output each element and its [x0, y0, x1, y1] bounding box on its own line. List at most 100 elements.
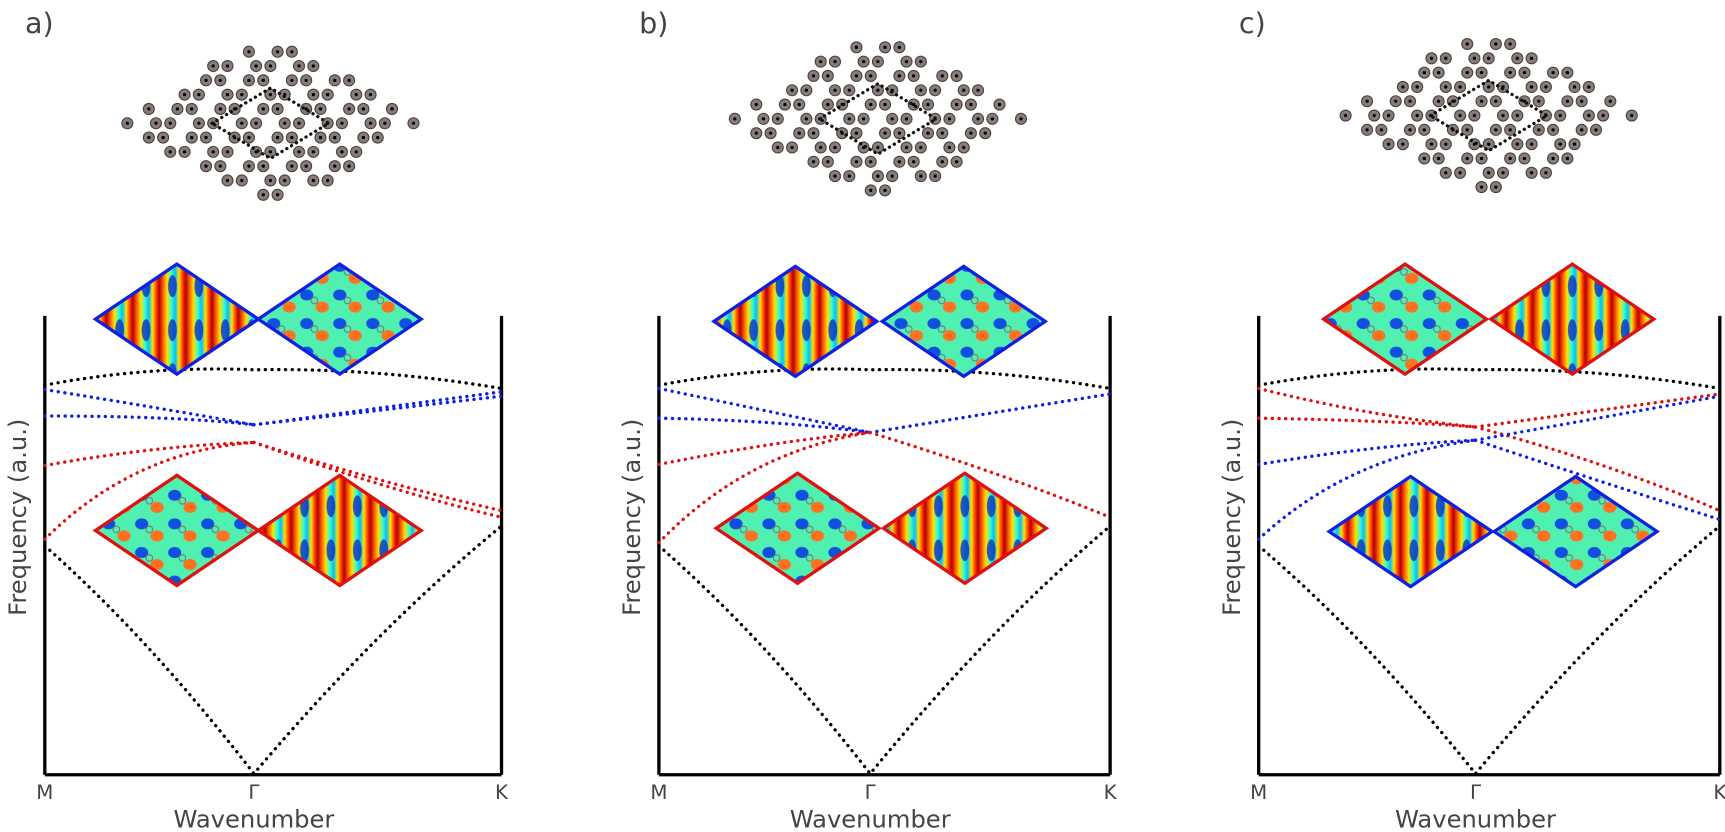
lattice-core: [1594, 128, 1598, 132]
lattice-core: [275, 193, 280, 197]
lattice-core: [297, 150, 301, 154]
band: [657, 430, 872, 545]
lattice-core: [290, 78, 294, 82]
lattice-core: [1465, 156, 1469, 161]
lattice-core: [897, 131, 902, 135]
lattice-core: [897, 74, 902, 78]
lattice-core: [890, 174, 894, 178]
unit-cell: [208, 86, 332, 161]
lattice-core: [318, 135, 323, 140]
lattice-core: [933, 88, 937, 92]
panel-label: c): [1239, 6, 1266, 40]
lattice-core: [1565, 70, 1570, 75]
lattice-core: [1529, 56, 1534, 60]
lattice-core: [247, 135, 251, 140]
lattice-core: [311, 92, 315, 97]
lattice-core: [819, 145, 823, 150]
lattice-core: [883, 102, 887, 107]
band: [868, 430, 1112, 519]
mode-profile: [713, 471, 882, 586]
band: [252, 394, 504, 427]
lattice-core: [1494, 128, 1498, 132]
lattice-core: [833, 88, 837, 92]
lattice-core: [1544, 171, 1548, 175]
lattice-core: [376, 135, 380, 140]
lattice-core: [340, 150, 344, 154]
lattice-core: [811, 131, 816, 135]
lattice-core: [976, 117, 980, 121]
mode-profile: [255, 262, 425, 377]
lattice-core: [904, 145, 909, 150]
lattice-core: [1444, 56, 1448, 60]
lattice-core: [869, 74, 873, 78]
lattice-core: [1487, 171, 1491, 175]
lattice-core: [1422, 70, 1426, 75]
x-tick-label: Γ: [248, 781, 259, 804]
lattice-core: [325, 92, 330, 97]
lattice-core: [154, 121, 158, 125]
lattice-core: [211, 150, 215, 154]
unit-cell: [1427, 78, 1551, 153]
lattice-core: [819, 59, 823, 64]
lattice-core: [776, 117, 780, 121]
lattice-core: [1472, 113, 1477, 118]
lattice-core: [826, 102, 830, 107]
lattice-core: [333, 78, 337, 82]
lattice-core: [1429, 142, 1434, 146]
x-tick-label: M: [1250, 781, 1267, 804]
lattice-core: [1544, 85, 1548, 89]
lattice-core: [290, 50, 294, 54]
lattice-core: [890, 117, 894, 121]
band: [1257, 367, 1722, 391]
lattice-core: [1501, 171, 1505, 175]
lattice-core: [1508, 70, 1512, 75]
band: [1473, 438, 1722, 522]
lattice-core: [847, 88, 851, 92]
lattice-core: [1408, 128, 1412, 132]
lattice-core: [1522, 156, 1527, 161]
lattice-core: [190, 135, 194, 140]
lattice-core: [1422, 128, 1426, 132]
x-tick-label: K: [1104, 781, 1118, 804]
lattice-core: [204, 135, 208, 140]
lattice-core: [411, 121, 416, 125]
lattice-core: [1415, 113, 1419, 118]
mode-profile: [1491, 474, 1661, 589]
lattice-core: [1529, 85, 1534, 89]
lattice-core: [290, 135, 294, 140]
lattice-core: [876, 59, 880, 64]
lattice-core: [197, 121, 201, 125]
mode-profile: [710, 264, 880, 379]
lattice-core: [797, 102, 801, 107]
lattice-core: [211, 64, 215, 68]
lattice-core: [1386, 142, 1391, 146]
lattice-core: [1494, 185, 1498, 189]
lattice-core: [190, 107, 194, 111]
lattice-core: [347, 107, 351, 111]
lattice-core: [883, 188, 887, 193]
lattice-core: [912, 74, 916, 78]
lattice-core: [1444, 142, 1448, 146]
lattice-core: [1415, 85, 1419, 89]
lattice-core: [283, 178, 287, 183]
lattice-core: [861, 117, 866, 121]
band: [1473, 392, 1722, 429]
lattice-core: [1386, 113, 1391, 118]
lattice-core: [297, 121, 301, 125]
lattice-core: [854, 74, 859, 78]
lattice-core: [1401, 85, 1405, 89]
lattice-core: [240, 178, 244, 183]
lattice-core: [261, 193, 265, 197]
lattice-core: [811, 160, 816, 164]
lattice-core: [876, 145, 880, 150]
lattice-core: [361, 107, 366, 111]
lattice-core: [1408, 99, 1412, 103]
x-axis-title: Wavenumber: [1395, 806, 1556, 832]
lattice-core: [390, 107, 394, 111]
band: [43, 414, 256, 427]
band: [252, 390, 504, 427]
band: [1257, 386, 1478, 429]
lattice-core: [247, 164, 251, 168]
lattice-core: [1458, 113, 1462, 118]
x-tick-label: Γ: [1470, 781, 1481, 804]
